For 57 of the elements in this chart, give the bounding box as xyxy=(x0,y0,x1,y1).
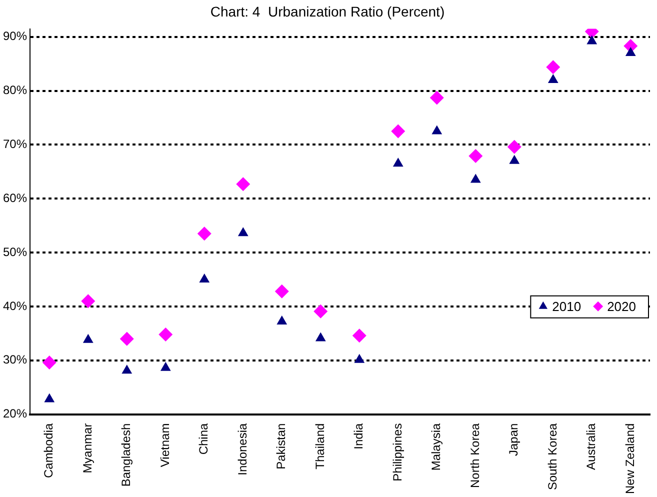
point xyxy=(236,177,250,192)
y-tick-label: 90% xyxy=(2,29,28,44)
point xyxy=(546,60,560,74)
x-tick-label: South Korea xyxy=(545,422,560,490)
point xyxy=(625,47,636,56)
point xyxy=(81,294,96,308)
x-tick-label: New Zealand xyxy=(622,423,637,494)
point xyxy=(392,158,404,167)
point xyxy=(586,35,598,44)
x-tick-label: North Korea xyxy=(468,422,482,488)
point xyxy=(276,316,288,325)
point xyxy=(238,227,248,236)
y-tick-label: 80% xyxy=(2,83,28,98)
point xyxy=(507,140,522,154)
x-tick-label: Japan xyxy=(506,423,521,456)
x-tick-label: Cambodia xyxy=(42,422,56,478)
legend-label: 2010 xyxy=(552,298,582,314)
point xyxy=(199,274,210,283)
point xyxy=(509,154,520,164)
x-tick-label: Myanmar xyxy=(80,423,94,474)
x-tick-label: Bangladesh xyxy=(119,423,134,487)
legend-label: 2020 xyxy=(607,298,636,314)
point xyxy=(160,362,171,371)
point xyxy=(315,332,326,342)
y-tick-label: 70% xyxy=(2,137,28,152)
point xyxy=(432,125,442,134)
y-tick-label: 60% xyxy=(2,190,28,205)
point xyxy=(158,328,173,342)
point xyxy=(274,284,289,298)
point xyxy=(468,149,483,164)
x-tick-label: Indonesia xyxy=(235,422,250,476)
x-tick-label: Philippines xyxy=(390,423,404,482)
point xyxy=(352,328,366,343)
point xyxy=(122,364,132,374)
point xyxy=(42,356,56,370)
chart-title: Chart: 4 Urbanization Ratio (Percent) xyxy=(210,3,445,20)
point xyxy=(391,124,406,138)
y-tick-label: 20% xyxy=(2,406,28,421)
point xyxy=(82,334,94,343)
y-tick-label: 30% xyxy=(2,352,28,367)
y-tick-label: 40% xyxy=(2,298,28,313)
point xyxy=(548,74,558,84)
x-tick-label: India xyxy=(352,422,366,450)
y-tick-label: 50% xyxy=(2,244,28,259)
x-tick-label: Pakistan xyxy=(274,423,288,470)
x-tick-label: Malaysia xyxy=(429,422,444,471)
point xyxy=(314,304,328,318)
point xyxy=(354,354,365,363)
x-tick-label: Australia xyxy=(584,422,598,470)
point xyxy=(430,90,444,105)
point xyxy=(120,332,134,346)
point xyxy=(44,393,55,402)
point xyxy=(470,174,481,183)
point xyxy=(197,226,212,241)
x-tick-label: Vietnam xyxy=(158,423,172,468)
x-tick-label: China xyxy=(196,422,211,455)
x-tick-label: Thailand xyxy=(312,423,327,470)
